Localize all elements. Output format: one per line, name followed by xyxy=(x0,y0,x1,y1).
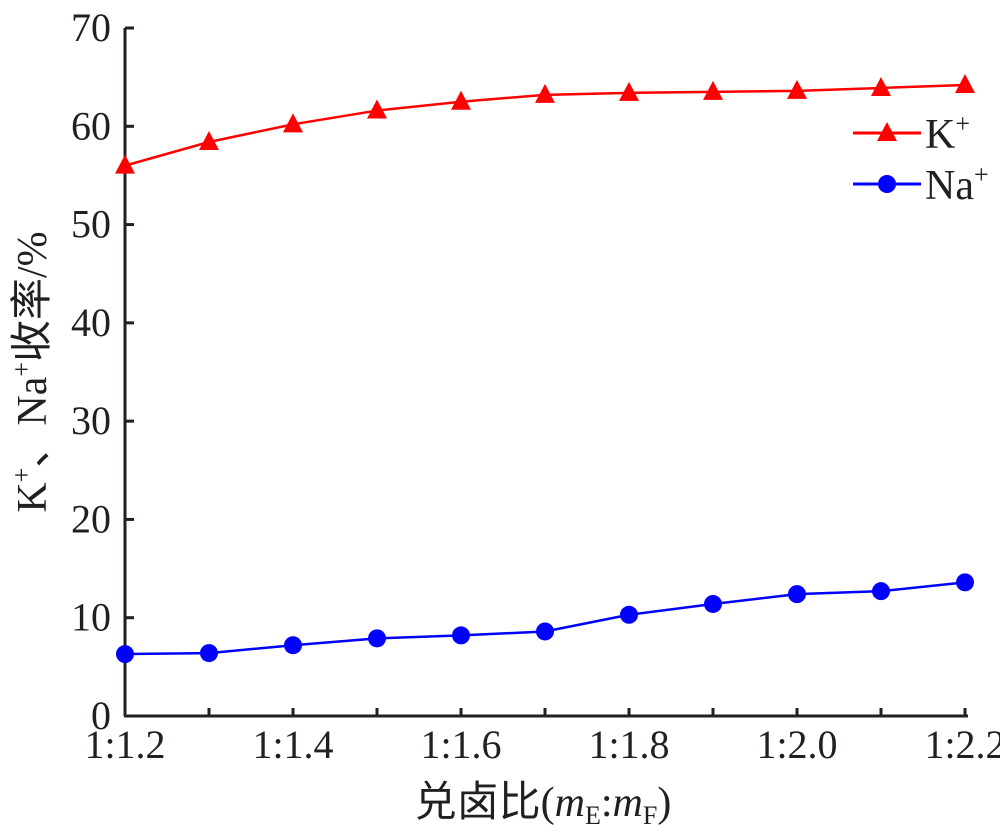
series-line-na xyxy=(124,581,966,656)
data-point-na xyxy=(368,629,386,648)
x-axis-ticks: 1:1.2 1:1.4 1:1.6 1:1.8 1:2.0 1:2.2 xyxy=(84,708,1000,767)
y-tick-label: 30 xyxy=(71,398,111,443)
legend-marker-na xyxy=(878,175,896,193)
y-tick-label: 0 xyxy=(91,693,111,738)
y-axis-ticks: 0 10 20 30 40 50 60 70 xyxy=(71,5,134,738)
x-tick-label: 1:1.2 xyxy=(84,722,165,767)
data-point-na xyxy=(620,605,638,624)
x-axis-title: 兑卤比(mE:mF) xyxy=(415,780,672,830)
legend-label-k: K+ xyxy=(925,109,970,158)
y-tick-label: 60 xyxy=(71,103,111,148)
data-point-na xyxy=(788,585,806,604)
y-axis-title: K+、Na+收率/% xyxy=(7,231,56,512)
data-point-k xyxy=(451,90,471,110)
data-point-na xyxy=(200,644,218,663)
x-tick-label: 1:2.0 xyxy=(756,722,837,767)
data-point-na xyxy=(116,645,134,664)
y-tick-label: 70 xyxy=(71,5,111,50)
data-point-k xyxy=(115,154,135,174)
y-tick-label: 40 xyxy=(71,300,111,345)
data-point-na xyxy=(536,622,554,641)
data-point-k xyxy=(871,76,891,96)
data-point-na xyxy=(956,573,974,592)
y-tick-label: 10 xyxy=(71,595,111,640)
data-point-na xyxy=(452,626,470,645)
y-tick-label: 50 xyxy=(71,202,111,247)
plot-area xyxy=(123,28,968,718)
data-point-k xyxy=(199,131,219,151)
data-point-k xyxy=(955,74,975,94)
data-point-k xyxy=(619,81,639,101)
legend: K+ Na+ xyxy=(853,109,989,209)
data-point-k xyxy=(367,99,387,119)
x-tick-label: 1:2.2 xyxy=(924,722,1000,767)
series-layer xyxy=(115,74,975,664)
data-point-k xyxy=(787,79,807,99)
data-point-k xyxy=(283,113,303,133)
legend-label-na: Na+ xyxy=(925,160,989,209)
legend-entry-k: K+ xyxy=(853,109,970,158)
y-tick-label: 20 xyxy=(71,496,111,541)
data-point-na xyxy=(704,594,722,613)
data-point-k xyxy=(535,83,555,103)
legend-marker-k xyxy=(877,122,897,141)
x-tick-label: 1:1.6 xyxy=(420,722,501,767)
x-tick-label: 1:1.4 xyxy=(252,722,333,767)
x-tick-label: 1:1.8 xyxy=(588,722,669,767)
data-point-na xyxy=(284,636,302,655)
data-point-na xyxy=(872,582,890,601)
data-point-k xyxy=(703,80,723,100)
legend-entry-na: Na+ xyxy=(853,160,989,209)
